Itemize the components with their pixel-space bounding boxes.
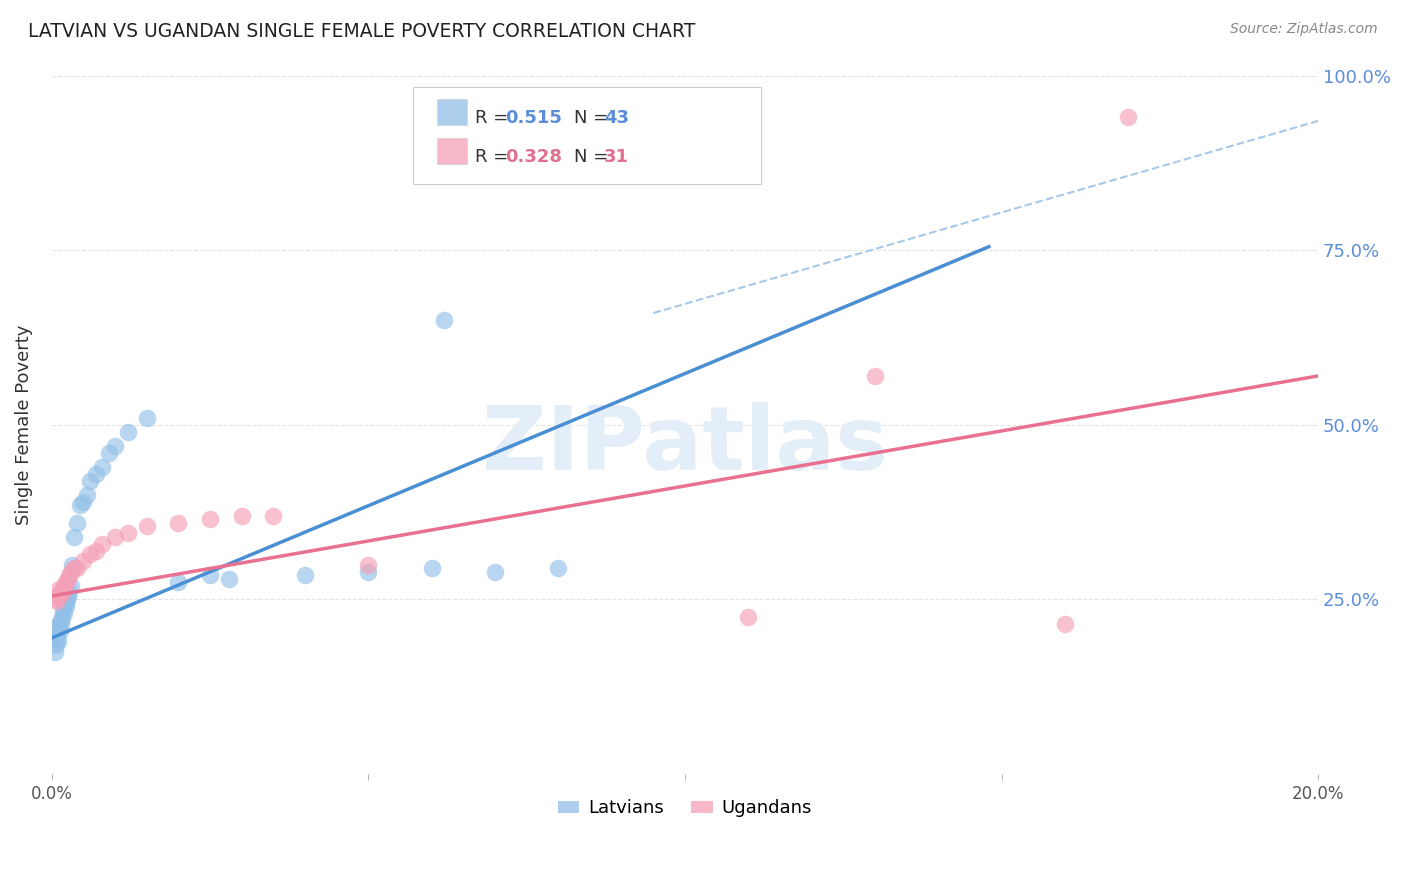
Point (863, 368, 886, 383)
Text: R =: R = (475, 148, 513, 166)
Text: N =: N = (574, 109, 613, 127)
Point (55, 596, 77, 610)
Point (52, 603, 75, 617)
Point (135, 410, 157, 425)
Text: LATVIAN VS UGANDAN SINGLE FEMALE POVERTY CORRELATION CHART: LATVIAN VS UGANDAN SINGLE FEMALE POVERTY… (28, 22, 696, 41)
Point (45, 594, 67, 608)
Point (737, 610, 759, 624)
Point (72, 554, 94, 568)
Point (48, 616, 70, 631)
Text: 31: 31 (605, 148, 628, 166)
Point (63, 530, 86, 544)
Point (198, 512, 221, 526)
Point (231, 508, 253, 523)
FancyBboxPatch shape (437, 99, 467, 125)
Point (59, 578, 82, 592)
Point (262, 508, 284, 523)
Point (117, 425, 139, 439)
Point (45, 592, 67, 607)
Point (357, 558, 380, 572)
Point (135, 519, 157, 533)
Point (79, 474, 101, 488)
Point (1116, 111, 1139, 125)
Point (97, 446, 120, 460)
Point (51, 610, 73, 624)
Point (51, 585, 73, 599)
Point (643, 159, 665, 173)
Point (56, 589, 79, 603)
Point (91, 536, 114, 550)
Point (46, 634, 69, 648)
Text: 0.328: 0.328 (505, 148, 562, 166)
Text: ZIPatlas: ZIPatlas (482, 402, 889, 490)
Point (44, 589, 66, 603)
Point (53, 607, 76, 621)
Point (63, 561, 86, 575)
Point (58, 568, 80, 582)
Point (66, 516, 89, 530)
Point (294, 568, 316, 582)
Point (433, 313, 456, 327)
Point (60, 558, 83, 572)
Text: R =: R = (475, 109, 513, 127)
Legend: Latvians, Ugandans: Latvians, Ugandans (550, 792, 820, 824)
Text: N =: N = (574, 148, 613, 166)
Point (45, 620, 67, 634)
Point (91, 459, 114, 474)
Point (56, 572, 79, 586)
Point (117, 526, 139, 541)
Point (48, 582, 70, 596)
Point (49, 624, 72, 638)
Point (56, 592, 79, 607)
Point (59, 565, 82, 579)
Point (49, 587, 72, 601)
Point (84, 543, 107, 558)
Text: 0.515: 0.515 (505, 109, 562, 127)
Point (58, 585, 80, 599)
Point (52, 582, 75, 596)
Point (104, 439, 127, 453)
Text: Source: ZipAtlas.com: Source: ZipAtlas.com (1230, 22, 1378, 37)
Point (55, 574, 77, 589)
Point (484, 565, 506, 579)
FancyBboxPatch shape (437, 137, 467, 164)
Point (44, 645, 66, 659)
Point (79, 547, 101, 561)
Point (357, 565, 380, 579)
Point (167, 516, 190, 530)
Point (46, 631, 69, 645)
Point (72, 494, 94, 508)
Point (46, 589, 69, 603)
Point (69, 498, 91, 512)
Point (167, 574, 190, 589)
Point (49, 614, 72, 628)
Text: 43: 43 (605, 109, 628, 127)
Point (45, 627, 67, 641)
Point (547, 561, 569, 575)
Point (44, 631, 66, 645)
Point (84, 467, 107, 481)
Point (53, 578, 76, 592)
Point (45, 638, 67, 652)
Point (104, 530, 127, 544)
Point (76, 488, 98, 502)
Point (198, 568, 221, 582)
FancyBboxPatch shape (413, 87, 761, 184)
Point (1053, 616, 1076, 631)
Point (420, 561, 443, 575)
Point (51, 616, 73, 631)
Point (55, 599, 77, 614)
Y-axis label: Single Female Poverty: Single Female Poverty (15, 325, 32, 525)
Point (66, 561, 89, 575)
Point (218, 572, 240, 586)
